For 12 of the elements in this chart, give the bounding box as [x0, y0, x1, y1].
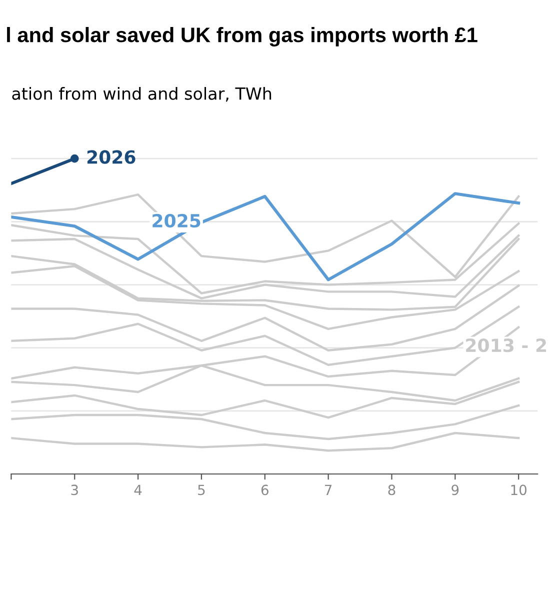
chart-title: l and solar saved UK from gas imports worth £1 — [7, 27, 478, 47]
x-tick-label: 5 — [198, 484, 205, 496]
x-tick-label: 9 — [452, 484, 459, 496]
x-tick-label: 10 — [511, 484, 526, 496]
series-label: 2026 — [87, 150, 136, 164]
x-tick-label: 3 — [71, 484, 78, 496]
series-label: 2025 — [152, 214, 200, 228]
x-tick-label: 8 — [388, 484, 396, 496]
x-tick-label: 7 — [325, 484, 332, 495]
chart-subtitle: ation from wind and solar, TWh — [12, 87, 272, 102]
x-tick-label: 6 — [261, 484, 268, 496]
x-tick-label: 4 — [134, 484, 142, 495]
